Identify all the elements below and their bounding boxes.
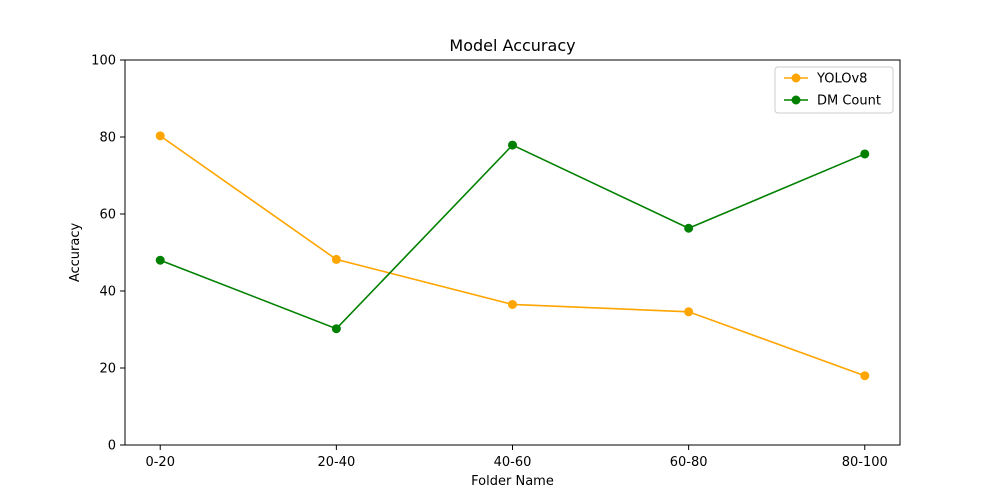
- legend: YOLOv8 DM Count: [774, 66, 894, 114]
- x-tick-label: 0-20: [145, 455, 175, 470]
- legend-label-dm-count: DM Count: [817, 94, 881, 109]
- data-point-dm-count: [331, 324, 341, 334]
- y-tick-label: 20: [99, 362, 116, 377]
- legend-marker-dm-count: [791, 95, 801, 105]
- data-point-dm-count: [155, 255, 165, 265]
- data-point-yolov8: [860, 371, 870, 381]
- data-point-yolov8: [684, 307, 694, 317]
- x-tick-label: 40-60: [494, 455, 532, 470]
- y-tick-label: 100: [91, 54, 116, 69]
- data-point-yolov8: [508, 299, 517, 309]
- plot-frame: [124, 59, 901, 446]
- x-axis-title: Folder Name: [471, 474, 554, 489]
- x-tick-label: 20-40: [317, 455, 355, 470]
- y-tick-label: 40: [99, 285, 116, 300]
- y-tick-label: 0: [108, 439, 116, 454]
- chart-title: Model Accuracy: [449, 36, 575, 55]
- y-tick-label: 60: [99, 208, 116, 223]
- legend-marker-yolov8: [791, 73, 801, 83]
- plot-area: [155, 131, 870, 381]
- y-tick-label: 80: [99, 131, 116, 146]
- x-tick-label: 60-80: [670, 455, 708, 470]
- y-axis-title: Accuracy: [68, 223, 83, 283]
- legend-label-yolov8: YOLOv8: [816, 72, 867, 87]
- data-point-dm-count: [860, 149, 870, 159]
- data-point-yolov8: [155, 131, 165, 141]
- data-point-dm-count: [508, 140, 517, 150]
- data-point-yolov8: [331, 254, 341, 264]
- x-tick-label: 80-100: [842, 455, 888, 470]
- data-point-dm-count: [684, 223, 694, 233]
